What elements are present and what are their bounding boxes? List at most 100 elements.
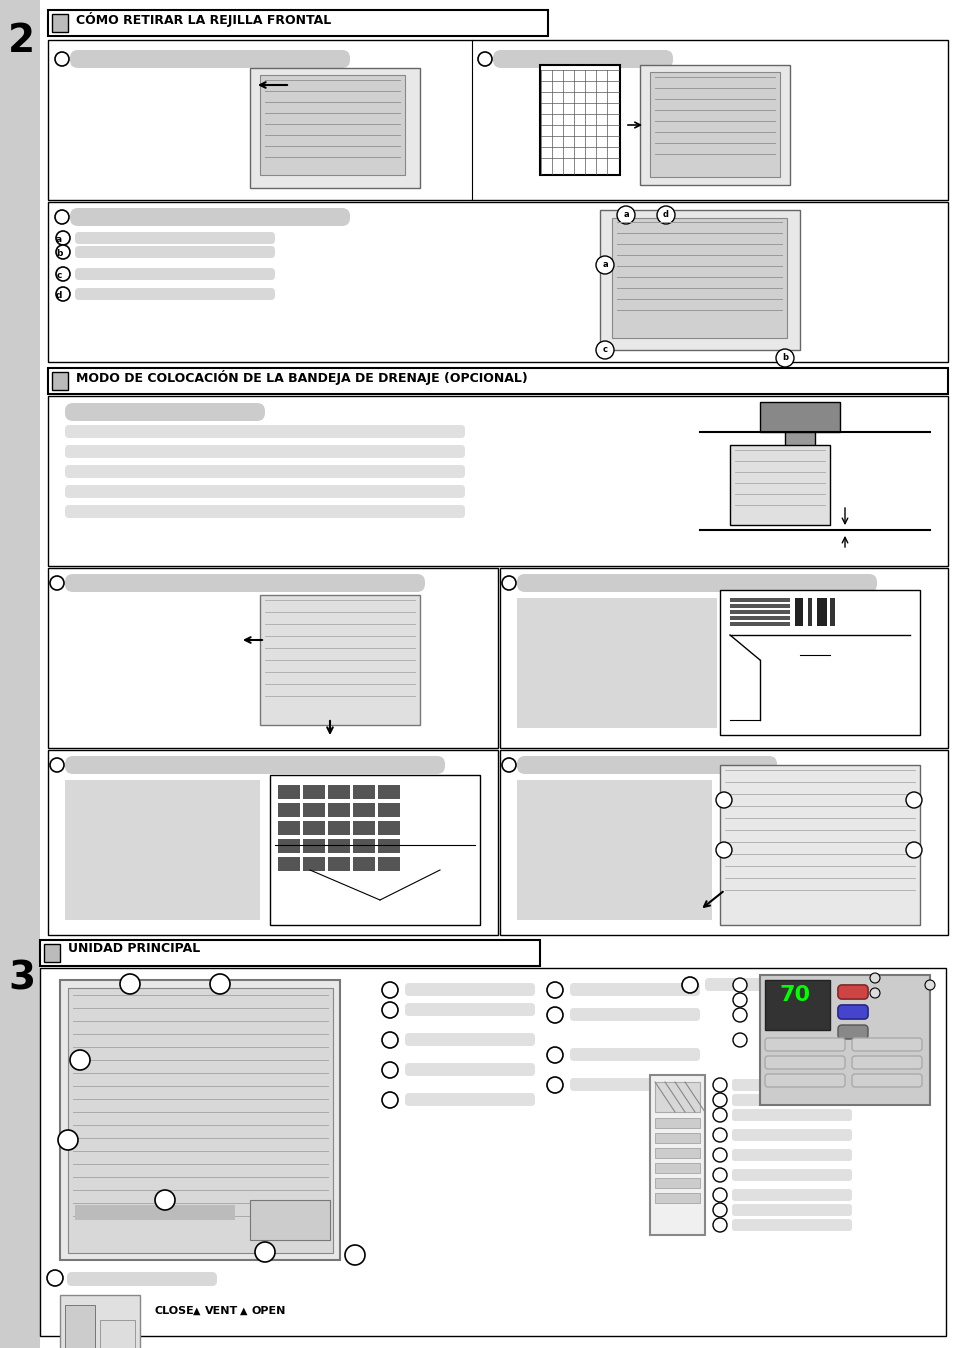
FancyBboxPatch shape: [67, 1273, 216, 1286]
Bar: [48, 40, 947, 200]
FancyBboxPatch shape: [70, 50, 350, 67]
Bar: [0, 0, 40, 1348]
Circle shape: [732, 993, 746, 1007]
Bar: [48, 202, 947, 363]
Text: d: d: [662, 210, 668, 218]
Bar: [48, 368, 947, 394]
Bar: [720, 590, 919, 735]
Circle shape: [546, 1007, 562, 1023]
Text: VENT: VENT: [205, 1306, 238, 1316]
Bar: [277, 838, 299, 853]
FancyBboxPatch shape: [731, 1078, 851, 1091]
FancyBboxPatch shape: [731, 1109, 851, 1122]
Bar: [277, 857, 299, 871]
Bar: [475, 44, 942, 195]
Circle shape: [869, 988, 879, 998]
FancyBboxPatch shape: [731, 1130, 851, 1140]
Bar: [649, 71, 780, 177]
Text: b: b: [56, 249, 62, 257]
FancyBboxPatch shape: [764, 1055, 844, 1069]
Bar: [517, 780, 711, 919]
Bar: [270, 775, 479, 925]
Bar: [729, 599, 789, 603]
Circle shape: [381, 1033, 397, 1047]
Bar: [100, 1320, 135, 1348]
FancyBboxPatch shape: [65, 574, 424, 592]
FancyBboxPatch shape: [65, 465, 464, 479]
Text: CLOSE: CLOSE: [154, 1306, 194, 1316]
Bar: [655, 1178, 700, 1188]
Bar: [764, 980, 829, 1030]
Bar: [48, 568, 497, 748]
Circle shape: [712, 1108, 726, 1122]
Bar: [377, 838, 399, 853]
Circle shape: [381, 1062, 397, 1078]
Circle shape: [47, 1270, 63, 1286]
FancyBboxPatch shape: [569, 983, 700, 996]
Circle shape: [56, 245, 70, 259]
Text: ▲: ▲: [193, 1306, 200, 1316]
Bar: [689, 400, 909, 559]
Bar: [639, 65, 789, 185]
FancyBboxPatch shape: [65, 485, 464, 497]
Bar: [353, 785, 375, 799]
Circle shape: [381, 1002, 397, 1018]
Circle shape: [546, 981, 562, 998]
Circle shape: [732, 979, 746, 992]
FancyBboxPatch shape: [65, 403, 265, 421]
Bar: [655, 1082, 700, 1112]
Bar: [260, 594, 419, 725]
Circle shape: [546, 1077, 562, 1093]
Bar: [655, 1193, 700, 1202]
Circle shape: [732, 1033, 746, 1047]
Circle shape: [712, 1128, 726, 1142]
Text: MODO DE COLOCACIÓN DE LA BANDEJA DE DRENAJE (OPCIONAL): MODO DE COLOCACIÓN DE LA BANDEJA DE DREN…: [76, 369, 527, 386]
Bar: [353, 838, 375, 853]
Bar: [48, 749, 497, 936]
FancyBboxPatch shape: [65, 756, 444, 774]
Circle shape: [56, 231, 70, 245]
Bar: [277, 821, 299, 834]
Bar: [377, 785, 399, 799]
Text: OPEN: OPEN: [252, 1306, 286, 1316]
Circle shape: [716, 842, 731, 857]
Bar: [328, 821, 350, 834]
Circle shape: [345, 1246, 365, 1264]
Bar: [539, 65, 619, 175]
FancyBboxPatch shape: [851, 1038, 921, 1051]
Bar: [807, 599, 811, 625]
Circle shape: [617, 206, 635, 224]
Text: a: a: [601, 260, 607, 270]
FancyBboxPatch shape: [837, 985, 867, 999]
Bar: [303, 838, 325, 853]
Bar: [794, 599, 802, 625]
Bar: [517, 599, 717, 728]
Bar: [377, 857, 399, 871]
Circle shape: [56, 267, 70, 280]
Bar: [328, 803, 350, 817]
Bar: [277, 803, 299, 817]
Circle shape: [712, 1188, 726, 1202]
Circle shape: [58, 1130, 78, 1150]
Circle shape: [50, 576, 64, 590]
Bar: [655, 1117, 700, 1128]
Bar: [729, 604, 789, 608]
Bar: [599, 210, 800, 350]
Circle shape: [120, 975, 140, 993]
FancyBboxPatch shape: [837, 1006, 867, 1019]
Circle shape: [712, 1219, 726, 1232]
Circle shape: [501, 758, 516, 772]
FancyBboxPatch shape: [569, 1008, 700, 1020]
Bar: [60, 980, 339, 1260]
FancyBboxPatch shape: [837, 985, 867, 999]
Bar: [328, 857, 350, 871]
Circle shape: [56, 287, 70, 301]
Bar: [277, 785, 299, 799]
Bar: [377, 803, 399, 817]
Circle shape: [905, 842, 921, 857]
FancyBboxPatch shape: [704, 979, 804, 991]
Text: 70: 70: [779, 985, 810, 1006]
FancyBboxPatch shape: [731, 1095, 851, 1105]
FancyBboxPatch shape: [731, 1169, 851, 1181]
Bar: [303, 857, 325, 871]
